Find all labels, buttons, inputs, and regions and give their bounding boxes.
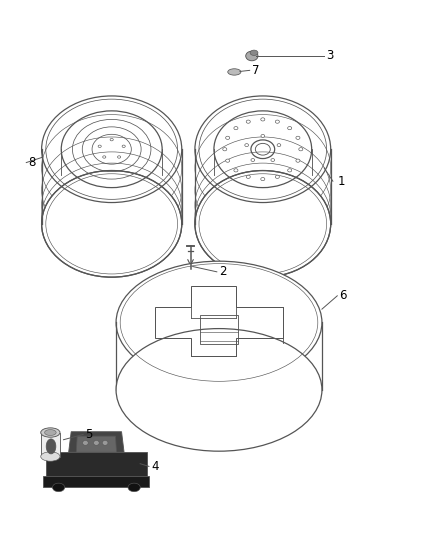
Ellipse shape xyxy=(234,169,238,172)
Text: 7: 7 xyxy=(252,64,259,77)
Ellipse shape xyxy=(110,139,113,141)
Ellipse shape xyxy=(82,440,88,445)
Ellipse shape xyxy=(128,483,140,491)
Ellipse shape xyxy=(195,171,330,277)
Ellipse shape xyxy=(271,158,275,161)
Polygon shape xyxy=(41,433,60,456)
Ellipse shape xyxy=(245,144,248,147)
Ellipse shape xyxy=(246,51,258,61)
Text: 3: 3 xyxy=(326,50,334,62)
Ellipse shape xyxy=(246,175,250,179)
Ellipse shape xyxy=(228,69,241,75)
Ellipse shape xyxy=(288,126,292,130)
Ellipse shape xyxy=(116,261,322,384)
Ellipse shape xyxy=(276,120,279,123)
Text: 4: 4 xyxy=(151,460,159,473)
Ellipse shape xyxy=(102,440,108,445)
Polygon shape xyxy=(69,432,124,452)
Ellipse shape xyxy=(277,144,281,147)
Ellipse shape xyxy=(288,169,292,172)
Ellipse shape xyxy=(234,126,238,130)
Ellipse shape xyxy=(223,148,227,151)
Ellipse shape xyxy=(250,50,258,55)
Ellipse shape xyxy=(41,428,60,437)
Ellipse shape xyxy=(296,159,300,162)
Ellipse shape xyxy=(98,145,101,148)
Ellipse shape xyxy=(296,136,300,140)
Ellipse shape xyxy=(45,430,56,435)
Ellipse shape xyxy=(299,148,303,151)
Text: 2: 2 xyxy=(219,265,226,278)
Polygon shape xyxy=(46,452,147,475)
Ellipse shape xyxy=(41,452,60,461)
Text: 1: 1 xyxy=(337,175,345,188)
Ellipse shape xyxy=(261,118,265,121)
Polygon shape xyxy=(43,475,149,487)
Ellipse shape xyxy=(226,136,230,140)
Text: 8: 8 xyxy=(28,156,36,169)
Ellipse shape xyxy=(246,120,250,123)
Ellipse shape xyxy=(276,175,279,179)
Ellipse shape xyxy=(102,156,106,158)
Ellipse shape xyxy=(116,328,322,451)
Ellipse shape xyxy=(46,439,56,454)
Ellipse shape xyxy=(226,159,230,162)
Ellipse shape xyxy=(261,134,265,138)
Ellipse shape xyxy=(122,145,125,148)
Text: 6: 6 xyxy=(339,289,347,302)
Ellipse shape xyxy=(42,171,181,277)
Ellipse shape xyxy=(94,440,99,445)
Ellipse shape xyxy=(261,177,265,181)
Ellipse shape xyxy=(53,483,65,491)
Ellipse shape xyxy=(117,156,121,158)
Ellipse shape xyxy=(251,158,254,161)
Polygon shape xyxy=(76,436,117,452)
Text: 5: 5 xyxy=(85,428,93,441)
